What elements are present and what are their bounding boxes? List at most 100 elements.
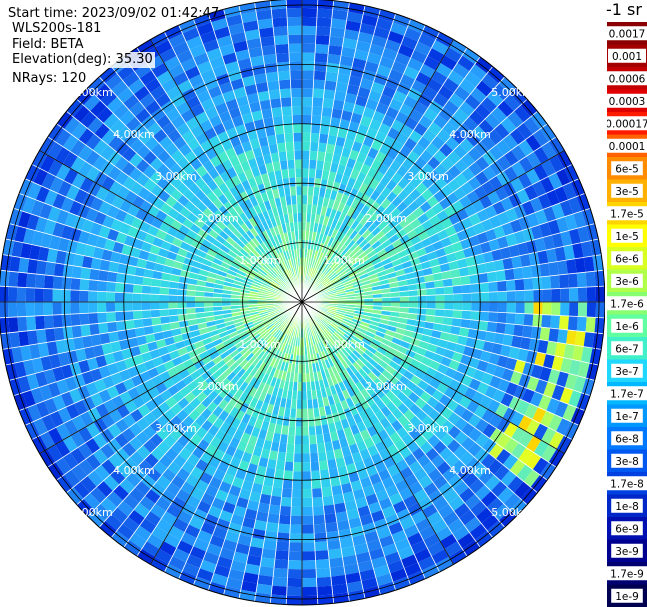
range-gate-bin xyxy=(430,454,446,469)
range-gate-bin xyxy=(540,176,555,194)
range-gate-bin xyxy=(484,112,501,130)
range-gate-bin xyxy=(302,524,315,534)
range-gate-bin xyxy=(595,302,605,318)
range-gate-bin xyxy=(448,233,461,245)
range-gate-bin xyxy=(350,219,360,230)
range-gate-bin xyxy=(370,81,386,95)
range-gate-bin xyxy=(335,330,344,338)
range-gate-bin xyxy=(308,177,316,187)
range-gate-bin xyxy=(385,106,400,120)
range-gate-bin xyxy=(391,258,402,267)
range-gate-bin xyxy=(371,226,382,237)
range-gate-bin xyxy=(524,403,539,420)
range-gate-bin xyxy=(371,35,388,48)
range-gate-bin xyxy=(330,356,338,366)
range-gate-bin xyxy=(481,408,495,424)
range-gate-bin xyxy=(353,285,364,291)
range-gate-bin xyxy=(509,87,528,106)
range-gate-bin xyxy=(501,368,514,382)
range-gate-bin xyxy=(391,471,405,485)
range-gate-bin xyxy=(414,397,427,410)
range-gate-bin xyxy=(295,408,302,418)
range-gate-bin xyxy=(97,302,107,313)
range-gate-bin xyxy=(70,302,80,315)
range-gate-bin xyxy=(370,452,383,465)
range-gate-bin xyxy=(302,230,306,240)
range-gate-bin xyxy=(350,321,361,328)
range-gate-bin xyxy=(543,206,557,223)
range-gate-bin xyxy=(399,487,414,501)
range-gate-bin xyxy=(487,520,505,538)
range-gate-bin xyxy=(417,496,434,511)
range-gate-bin xyxy=(425,447,440,462)
range-gate-bin xyxy=(316,576,332,587)
range-gate-bin xyxy=(417,136,431,150)
range-gate-bin xyxy=(346,251,355,261)
range-gate-bin xyxy=(479,292,490,302)
range-gate-bin xyxy=(336,328,346,336)
range-gate-bin xyxy=(352,315,363,322)
range-gate-bin xyxy=(325,285,335,292)
range-gate-bin xyxy=(358,410,369,422)
range-gate-bin xyxy=(313,282,321,290)
range-gate-bin xyxy=(476,208,490,223)
range-ring-label: 5.00km xyxy=(491,506,533,519)
range-gate-bin xyxy=(453,108,469,124)
range-gate-bin xyxy=(272,115,284,126)
range-gate-bin xyxy=(330,218,339,229)
range-gate-bin xyxy=(302,43,316,53)
colorbar-tick-label: 0.001 xyxy=(612,51,642,63)
range-gate-bin xyxy=(453,293,463,302)
range-gate-bin xyxy=(369,381,380,393)
range-gate-bin xyxy=(123,302,133,312)
range-gate-bin xyxy=(423,482,439,497)
range-gate-bin xyxy=(339,272,349,280)
range-gate-bin xyxy=(376,326,387,334)
range-gate-bin xyxy=(292,114,302,125)
range-gate-bin xyxy=(523,277,534,291)
range-gate-bin xyxy=(408,481,424,495)
range-gate-bin xyxy=(296,399,302,409)
range-gate-bin xyxy=(460,408,474,423)
range-gate-bin xyxy=(35,315,45,330)
range-gate-bin xyxy=(419,525,436,541)
range-gate-bin xyxy=(282,479,293,489)
range-gate-bin xyxy=(411,79,427,94)
range-gate-bin xyxy=(312,280,319,289)
range-gate-bin xyxy=(394,350,406,360)
range-gate-bin xyxy=(375,102,389,115)
ppi-plot: 1.00km2.00km3.00km4.00km5.00km1.00km2.00… xyxy=(0,0,605,606)
range-gate-bin xyxy=(388,233,400,244)
range-gate-bin xyxy=(330,275,340,283)
range-gate-bin xyxy=(427,468,443,483)
range-gate-bin xyxy=(329,36,344,47)
range-ring-label: 3.00km xyxy=(155,422,197,435)
range-gate-bin xyxy=(525,239,538,254)
range-gate-bin xyxy=(488,144,504,161)
range-gate-bin xyxy=(341,46,356,58)
range-gate-bin xyxy=(321,486,333,497)
range-gate-bin xyxy=(492,503,510,521)
range-gate-bin xyxy=(447,474,464,489)
range-gate-bin xyxy=(500,470,517,487)
range-gate-bin xyxy=(106,311,116,323)
range-gate-bin xyxy=(274,43,289,54)
range-gate-bin xyxy=(442,121,458,137)
range-gate-bin xyxy=(315,251,322,261)
range-gate-bin xyxy=(0,286,9,302)
range-gate-bin xyxy=(447,425,462,440)
range-gate-bin xyxy=(463,472,479,488)
range-gate-bin xyxy=(336,290,346,295)
range-gate-bin xyxy=(89,323,100,336)
range-gate-bin xyxy=(469,523,488,540)
range-gate-bin xyxy=(355,358,366,369)
range-gate-bin xyxy=(349,273,359,281)
range-gate-bin xyxy=(484,204,498,219)
range-gate-bin xyxy=(407,532,424,547)
range-gate-bin xyxy=(517,348,529,362)
range-gate-bin xyxy=(186,302,196,309)
range-gate-bin xyxy=(361,229,372,239)
range-gate-bin xyxy=(348,326,358,334)
range-gate-bin xyxy=(98,269,109,282)
range-gate-bin xyxy=(324,358,331,369)
